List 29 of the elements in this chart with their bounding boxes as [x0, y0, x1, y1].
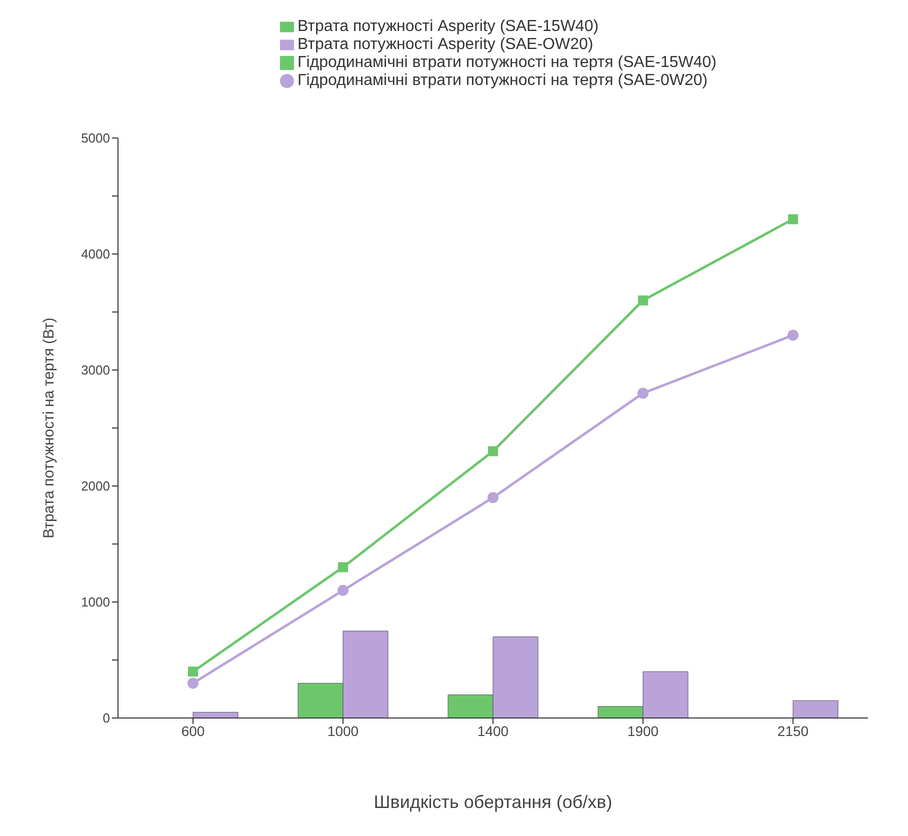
x-tick-label: 1000 [327, 722, 359, 739]
legend-label: Гідродинамічні втрати потужності на тертя (SAE-0W20) [298, 72, 708, 89]
legend-label: Втрата потужності Asperity (SAE-15W40) [298, 18, 599, 35]
legend-label: Гідродинамічні втрати потужності на тертя (SAE-15W40) [298, 54, 716, 71]
point [788, 330, 798, 341]
y-tick-label: 4000 [81, 246, 110, 262]
point [488, 492, 498, 504]
x-tick-label: 1400 [477, 722, 509, 739]
y-tick-label: 1000 [81, 594, 110, 610]
x-axis-title: Швидкість обертання (об/хв) [374, 792, 612, 812]
bar [792, 700, 838, 718]
x-tick-label: 1900 [627, 722, 659, 739]
legend-label: Втрата потужності Asperity (SAE-OW20) [298, 36, 594, 53]
y-tick-label: 5000 [81, 130, 110, 146]
y-tick-label: 2000 [81, 478, 110, 494]
y-axis-title: Втрата потужності на тертя (Вт) [40, 318, 58, 538]
point [338, 584, 348, 596]
x-tick-label: 600 [181, 722, 205, 739]
y-tick-label: 0 [102, 710, 110, 726]
point [338, 562, 348, 572]
point [788, 214, 798, 224]
point [188, 666, 198, 677]
point [638, 388, 648, 399]
point [638, 295, 648, 306]
bar [192, 712, 238, 718]
y-tick-label: 3000 [81, 362, 110, 378]
point [188, 678, 198, 689]
point [488, 446, 498, 456]
x-tick-label: 2150 [777, 722, 809, 739]
